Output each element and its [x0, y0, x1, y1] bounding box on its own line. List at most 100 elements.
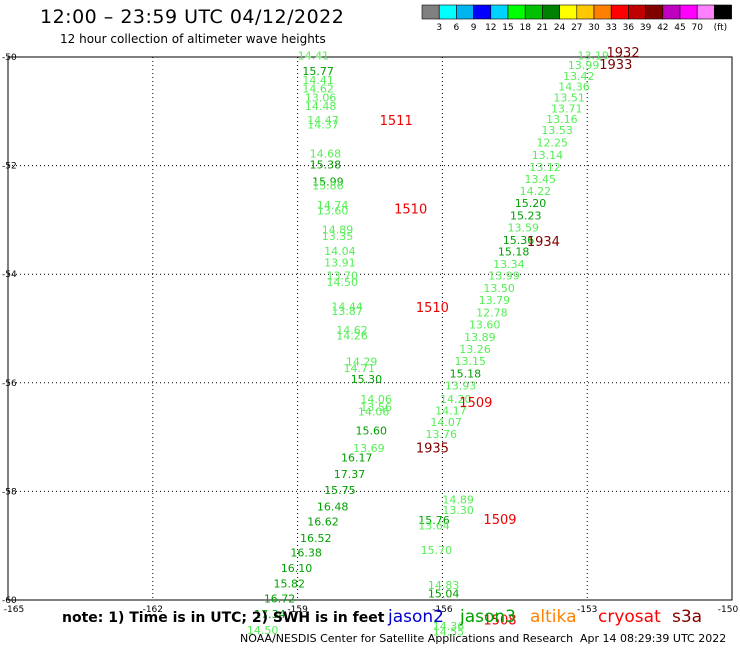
wave-height-label: 14.36 — [558, 81, 590, 94]
y-tick-label: -58 — [2, 487, 17, 497]
wave-height-label: 16.10 — [281, 562, 313, 575]
x-tick-label: -150 — [718, 605, 739, 615]
wave-height-label: 13.26 — [459, 343, 491, 356]
wave-height-label: 15.20 — [515, 197, 547, 210]
wave-height-label: 14.68 — [310, 147, 342, 160]
legend-swatch — [490, 4, 509, 20]
wave-height-label: 14.83 — [428, 579, 460, 592]
plot-frame — [7, 56, 733, 601]
legend-swatch — [662, 4, 681, 20]
legend-swatch — [628, 4, 646, 20]
wave-height-label: 14.44 — [331, 301, 363, 314]
wave-height-label: 13.19 — [578, 50, 610, 63]
wave-height-label: 13.76 — [426, 428, 458, 441]
wave-height-label: 13.60 — [469, 319, 501, 332]
legend-tick-label: 45 — [674, 23, 685, 33]
wave-height-label: 14.50 — [247, 624, 278, 637]
wave-height-label: 14.50 — [327, 276, 359, 289]
legend-tick-label: 42 — [657, 23, 668, 33]
wave-height-label: 13.93 — [445, 379, 477, 392]
satellite-label-jason3: jason3 — [460, 607, 516, 627]
wave-height-label: 13.87 — [331, 305, 363, 318]
legend-swatch — [714, 4, 732, 20]
wave-height-label: 14.74 — [317, 199, 349, 212]
wave-height-label: 16.72 — [264, 593, 296, 606]
wave-height-label: 15.77 — [302, 65, 334, 78]
wave-height-label: 13.69 — [353, 442, 385, 455]
wave-height-label: 13.99 — [488, 270, 519, 283]
pass-time-label: 1510 — [394, 202, 427, 217]
x-tick-label: -156 — [432, 605, 453, 615]
pass-time-label: 1508 — [483, 613, 516, 628]
wave-height-label: 13.30 — [442, 504, 474, 517]
wave-height-label: 15.75 — [324, 484, 356, 497]
wave-height-label: 13.59 — [508, 221, 540, 234]
legend-swatch — [456, 4, 474, 20]
wave-height-label: 15.04 — [428, 587, 460, 600]
timestamp: Apr 14 08:29:39 UTC 2022 — [580, 632, 727, 645]
wave-height-label: 13.91 — [324, 257, 356, 270]
wave-height-label: 13.99 — [568, 59, 600, 72]
legend-tick-label: 39 — [640, 23, 652, 33]
wave-height-label: 13.15 — [454, 355, 486, 368]
satellite-label-jason2: jason2 — [388, 607, 444, 627]
pass-time-label: 1510 — [416, 301, 449, 316]
legend-tick-label: 24 — [554, 23, 566, 33]
legend-tick-label: 27 — [571, 23, 582, 33]
wave-height-label: 14.48 — [305, 100, 337, 113]
wave-height-label: 15.99 — [312, 176, 344, 189]
legend-swatch — [438, 4, 457, 20]
wave-height-label: 15.23 — [510, 209, 542, 222]
legend-swatch — [696, 4, 715, 20]
legend-tick-label: 9 — [471, 23, 477, 33]
wave-height-label: 13.71 — [551, 102, 583, 115]
legend-swatch — [507, 4, 526, 20]
legend-swatch — [421, 4, 440, 20]
chart-subtitle: 12 hour collection of altimeter wave hei… — [60, 32, 326, 46]
legend-tick-label: 3 — [436, 23, 442, 33]
wave-height-label: 15.18 — [498, 246, 530, 259]
legend-tick-label: 33 — [605, 23, 616, 33]
wave-height-label: 15.76 — [418, 514, 450, 527]
wave-height-label: 17.34 — [254, 608, 286, 621]
legend-tick-label: 21 — [537, 23, 548, 33]
wave-height-label: 14.71 — [343, 362, 375, 375]
wave-height-label: 16.17 — [341, 452, 373, 465]
wave-height-label: 16.38 — [290, 547, 322, 560]
wave-height-label: 13.89 — [464, 331, 496, 344]
y-tick-label: -56 — [2, 379, 17, 389]
wave-height-label: 16.48 — [317, 500, 349, 513]
wave-height-label: 13.50 — [483, 282, 514, 295]
wave-height-label: 14.41 — [298, 50, 330, 63]
color-legend: 3 6 9 12 15 18 21 24 27 30 33 36 39 42 45 70 (ft) — [421, 4, 732, 33]
wave-height-label: 14.62 — [336, 324, 368, 337]
wave-height-label: 12.78 — [476, 307, 508, 320]
wave-height-label: 14.89 — [322, 223, 354, 236]
wave-height-label: 13.12 — [529, 161, 561, 174]
wave-height-label: 13.06 — [305, 92, 337, 105]
legend-swatch — [593, 4, 612, 20]
chart-title: 12:00 – 23:59 UTC 04/12/2022 — [40, 6, 345, 28]
wave-height-label: 13.60 — [317, 204, 349, 217]
pass-time-label: 1935 — [416, 441, 449, 456]
wave-height-label: 12.25 — [537, 137, 569, 150]
footnote: note: 1) Time is in UTC; 2) SWH is in fe… — [62, 610, 385, 626]
wave-height-label: 15.30 — [351, 373, 383, 386]
y-tick-label: -52 — [2, 162, 17, 172]
wave-height-label: 15.86 — [312, 179, 344, 192]
wave-height-label: 13.56 — [360, 401, 392, 414]
legend-swatch — [524, 4, 543, 20]
wave-height-label: 15.38 — [310, 158, 342, 171]
wave-height-label: 14.47 — [307, 114, 339, 127]
legend-tick-label: 30 — [588, 23, 600, 33]
pass-time-label: 1509 — [483, 513, 516, 528]
wave-height-label: 14.17 — [435, 404, 467, 417]
legend-tick-label: 6 — [454, 23, 460, 33]
wave-height-label: 14.29 — [346, 355, 378, 368]
satellite-label-altika: altika — [530, 607, 577, 627]
wave-height-label: 13.14 — [532, 149, 564, 162]
legend-swatch — [473, 4, 492, 20]
x-tick-label: -159 — [287, 605, 308, 615]
wave-height-label: 15.70 — [421, 544, 453, 557]
